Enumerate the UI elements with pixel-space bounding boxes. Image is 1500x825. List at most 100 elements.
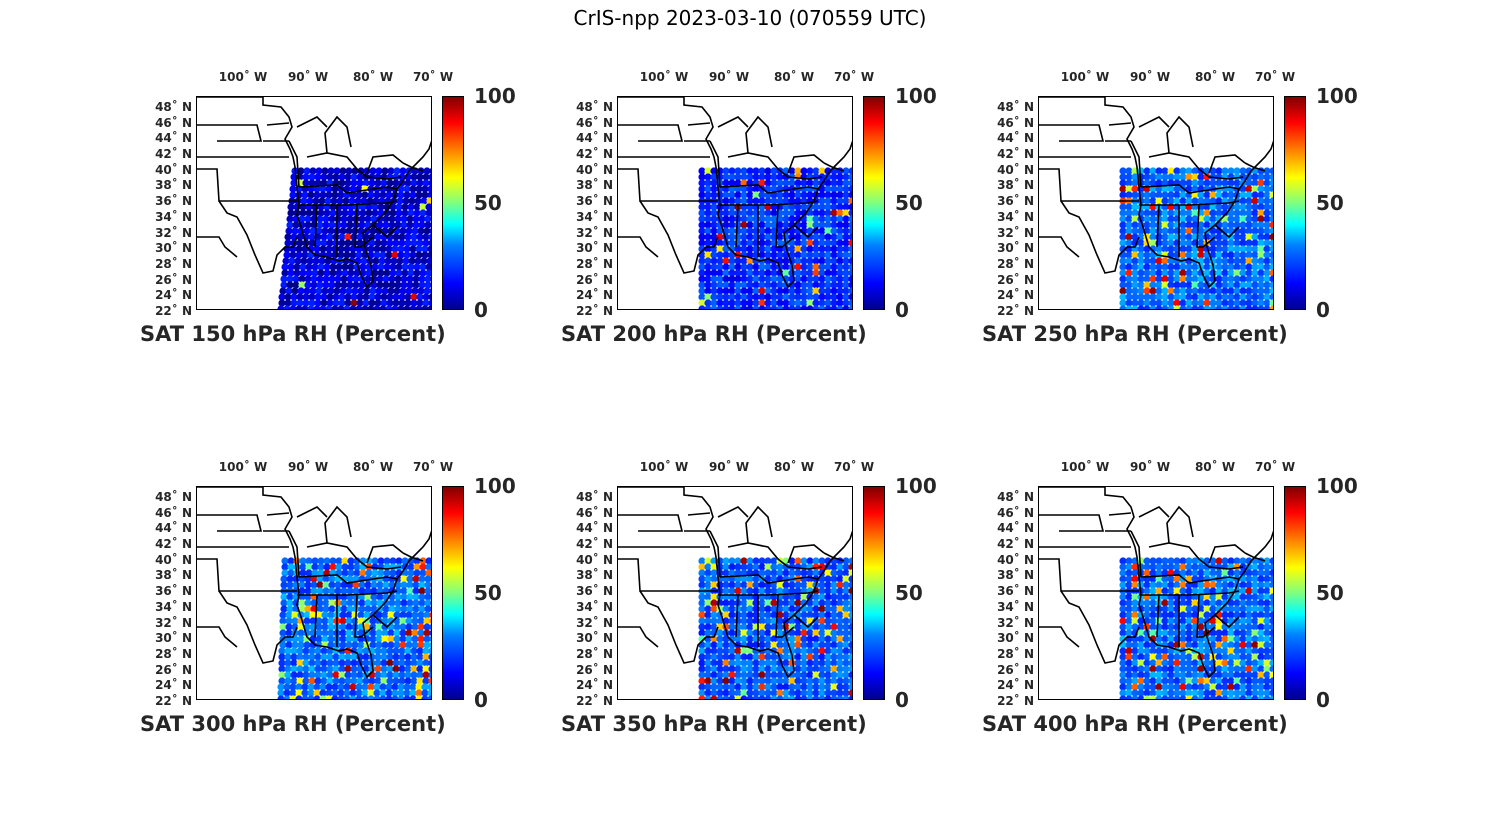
rh-retrieval-dot xyxy=(806,695,814,699)
latitude-tick-label: 32˚ N xyxy=(576,225,613,240)
rh-retrieval-dot xyxy=(764,209,772,217)
rh-retrieval-dot xyxy=(848,689,852,697)
rh-retrieval-dot xyxy=(1125,647,1133,655)
rh-retrieval-dot xyxy=(325,695,333,699)
rh-retrieval-dot xyxy=(794,179,802,187)
rh-retrieval-dot xyxy=(800,245,808,253)
rh-retrieval-dot xyxy=(422,647,430,655)
rh-retrieval-dot xyxy=(1131,287,1139,295)
rh-retrieval-dot xyxy=(1227,605,1235,613)
rh-retrieval-dot xyxy=(698,287,706,295)
rh-retrieval-dot xyxy=(380,653,388,661)
rh-retrieval-dot xyxy=(1239,197,1247,205)
rh-retrieval-dot xyxy=(710,665,718,673)
rh-retrieval-dot xyxy=(382,221,390,229)
rh-retrieval-dot xyxy=(1143,605,1151,613)
rh-retrieval-dot xyxy=(344,173,352,181)
rh-retrieval-dot xyxy=(1185,179,1193,187)
rh-retrieval-dot xyxy=(1137,257,1145,265)
state-boundary-line xyxy=(687,512,711,516)
rh-retrieval-dot xyxy=(1155,677,1163,685)
rh-retrieval-dot xyxy=(1161,275,1169,283)
rh-retrieval-dot xyxy=(311,269,319,277)
colorbar-tick-label: 50 xyxy=(474,191,502,215)
rh-retrieval-dot xyxy=(429,624,431,630)
rh-retrieval-dot xyxy=(836,203,844,211)
rh-retrieval-dot xyxy=(323,269,331,277)
rh-retrieval-dot xyxy=(1191,659,1199,667)
rh-retrieval-dot xyxy=(1173,281,1181,289)
rh-retrieval-dot xyxy=(1269,575,1273,583)
rh-retrieval-dot xyxy=(350,653,358,661)
rh-retrieval-dot xyxy=(1257,227,1265,235)
rh-retrieval-dot xyxy=(367,191,375,199)
rh-retrieval-dot xyxy=(1131,599,1139,607)
rh-retrieval-dot xyxy=(1143,293,1151,301)
rh-retrieval-dot xyxy=(800,659,808,667)
rh-retrieval-dot xyxy=(338,677,346,685)
rh-retrieval-dot xyxy=(1167,623,1175,631)
colorbar-tick-label: 50 xyxy=(895,191,923,215)
rh-retrieval-dot xyxy=(423,635,431,643)
rh-retrieval-dot xyxy=(1185,263,1193,271)
rh-retrieval-dot xyxy=(788,617,796,625)
rh-retrieval-dot xyxy=(806,641,814,649)
rh-retrieval-dot xyxy=(373,305,381,309)
rh-retrieval-dot xyxy=(848,203,852,211)
rh-retrieval-dot xyxy=(710,647,718,655)
rh-retrieval-dot xyxy=(770,563,778,571)
rh-retrieval-dot xyxy=(734,557,742,565)
rh-retrieval-dot xyxy=(770,263,778,271)
rh-retrieval-dot xyxy=(818,215,826,223)
rh-retrieval-dot xyxy=(417,617,425,625)
rh-retrieval-dot xyxy=(1119,221,1127,229)
colorbar-tick-label: 0 xyxy=(895,298,909,322)
rh-retrieval-dot xyxy=(397,251,405,259)
rh-retrieval-dot xyxy=(1149,623,1157,631)
rh-retrieval-dot xyxy=(788,233,796,241)
rh-retrieval-dot xyxy=(764,557,772,565)
rh-retrieval-dot xyxy=(1239,635,1247,643)
rh-retrieval-dot xyxy=(1251,629,1259,637)
rh-retrieval-dot xyxy=(698,569,706,577)
rh-retrieval-dot xyxy=(1179,629,1187,637)
rh-retrieval-dot xyxy=(818,239,826,247)
rh-retrieval-dot xyxy=(430,595,431,599)
rh-retrieval-dot xyxy=(416,239,424,247)
rh-retrieval-dot xyxy=(383,263,391,271)
rh-retrieval-dot xyxy=(1227,245,1235,253)
rh-retrieval-dot xyxy=(280,281,288,289)
rh-retrieval-dot xyxy=(1215,569,1223,577)
rh-retrieval-dot xyxy=(1221,221,1229,229)
rh-retrieval-dot xyxy=(422,653,430,661)
rh-retrieval-dot xyxy=(782,689,790,697)
rh-retrieval-dot xyxy=(758,245,766,253)
rh-retrieval-dot xyxy=(824,569,832,577)
rh-retrieval-dot xyxy=(758,299,766,307)
rh-retrieval-dot xyxy=(1137,269,1145,277)
rh-retrieval-dot xyxy=(1167,695,1175,699)
rh-retrieval-dot xyxy=(806,263,814,271)
rh-retrieval-dot xyxy=(1143,599,1151,607)
rh-retrieval-dot xyxy=(848,605,852,613)
rh-retrieval-dot xyxy=(409,683,417,691)
rh-retrieval-dot xyxy=(1215,557,1223,565)
rh-retrieval-dot xyxy=(419,263,427,271)
rh-retrieval-dot xyxy=(1257,641,1265,649)
rh-retrieval-dot xyxy=(824,575,832,583)
rh-retrieval-dot xyxy=(373,689,381,697)
rh-retrieval-dot xyxy=(1245,587,1253,595)
rh-retrieval-dot xyxy=(830,293,838,301)
rh-retrieval-dot xyxy=(414,197,422,205)
rh-retrieval-dot xyxy=(1209,671,1217,679)
rh-retrieval-dot xyxy=(1227,569,1235,577)
rh-retrieval-dot xyxy=(429,228,431,234)
rh-retrieval-dot xyxy=(830,191,838,199)
rh-retrieval-dot xyxy=(1167,689,1175,697)
rh-retrieval-dot xyxy=(848,191,852,199)
rh-retrieval-dot xyxy=(337,695,345,699)
rh-retrieval-dot xyxy=(1137,635,1145,643)
state-boundary-line xyxy=(823,162,845,172)
rh-retrieval-dot xyxy=(351,641,359,649)
rh-retrieval-dot xyxy=(1239,203,1247,211)
